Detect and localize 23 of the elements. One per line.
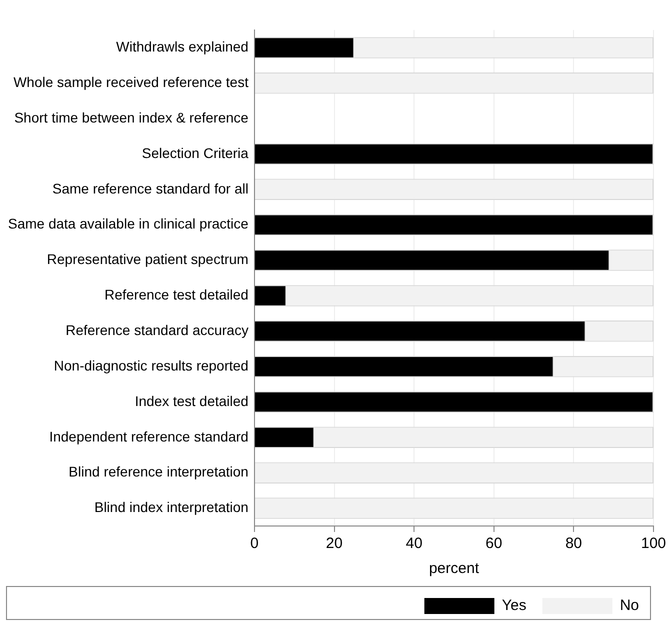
x-tick-label: 0 (250, 535, 259, 552)
y-tick-label: Representative patient spectrum (46, 251, 248, 268)
y-tick-label: Reference standard accuracy (66, 322, 248, 338)
y-tick-label: Same reference standard for all (52, 180, 248, 196)
x-tick-label: 40 (406, 535, 422, 552)
y-tick-label: Index test detailed (134, 392, 248, 409)
y-tick-label: Reference test detailed (104, 286, 248, 303)
x-tick-label: 100 (640, 535, 666, 552)
y-tick-label: Non-diagnostic results reported (54, 357, 248, 374)
y-tick-label: Independent reference standard (49, 428, 248, 444)
y-tick-label: Withdrawls explained (116, 38, 248, 55)
y-tick-label: Short time between index & reference (14, 109, 249, 126)
y-tick-label: Whole sample received reference test (13, 74, 249, 90)
x-axis-title: percent (428, 560, 480, 578)
y-tick-label: Blind index interpretation (94, 499, 248, 516)
legend-label: No (620, 597, 640, 614)
x-tick-label: 60 (486, 535, 502, 552)
y-tick-label: Selection Criteria (142, 144, 249, 161)
x-tick-label: 80 (565, 535, 582, 552)
x-tick-label: 20 (326, 535, 343, 552)
legend-label: Yes (502, 597, 526, 614)
y-tick-label: Same data available in clinical practice (8, 216, 249, 232)
y-tick-label: Blind reference interpretation (68, 464, 248, 480)
